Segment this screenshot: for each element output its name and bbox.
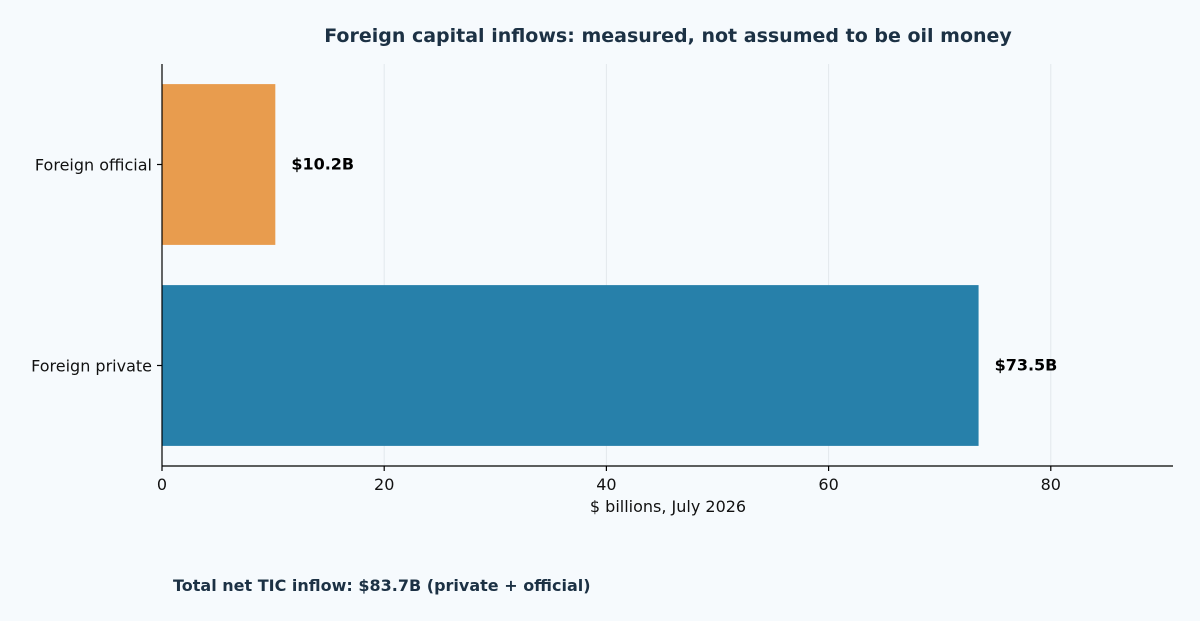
value-label: $73.5B — [995, 356, 1058, 375]
bar-layer — [162, 84, 979, 446]
category-label: Foreign official — [35, 156, 152, 175]
x-tick-label: 40 — [596, 475, 616, 494]
x-tick-label: 80 — [1041, 475, 1061, 494]
label-layer: 0 20 40 60 80 Foreign official $10.2B Foreign p… — [31, 155, 1061, 495]
bar-foreign-official — [162, 84, 276, 245]
footnote: Total net TIC inflow: $83.7B (private + … — [173, 576, 591, 595]
bar-foreign-private — [162, 285, 979, 446]
x-tick-label: 60 — [818, 475, 838, 494]
chart-title: Foreign capital inflows: measured, not a… — [324, 25, 1012, 47]
x-axis-label: $ billions, July 2026 — [590, 497, 746, 516]
category-label: Foreign private — [31, 357, 152, 376]
value-label: $10.2B — [291, 155, 354, 174]
x-tick-label: 20 — [374, 475, 394, 494]
axis-layer — [157, 64, 1173, 471]
x-tick-label: 0 — [157, 475, 167, 494]
